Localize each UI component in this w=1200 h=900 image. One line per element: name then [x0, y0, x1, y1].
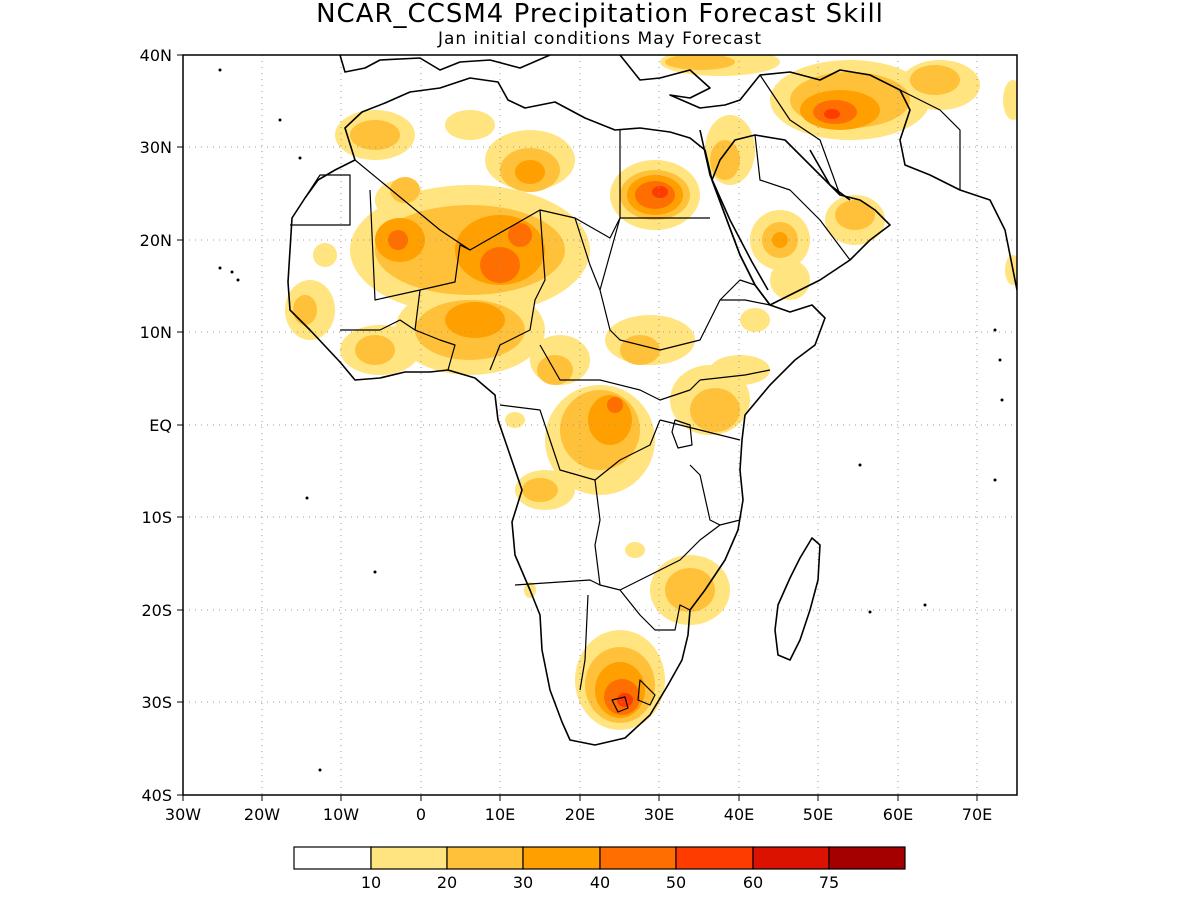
lat-label: 30S	[141, 693, 172, 712]
colorbar-box	[675, 846, 754, 870]
lat-label: 10S	[141, 508, 172, 527]
gridlines	[183, 55, 1017, 795]
lat-label: 10N	[140, 323, 172, 342]
lat-label: 40N	[140, 46, 172, 65]
lat-label: 30N	[140, 138, 172, 157]
lon-label: 30E	[644, 805, 674, 824]
islands	[218, 68, 1004, 772]
colorbar-box	[752, 846, 830, 870]
skill-shading	[285, 55, 1017, 730]
country-borders	[290, 74, 961, 713]
lon-label: 50E	[803, 805, 833, 824]
lon-label: 40E	[724, 805, 754, 824]
lon-label: 10E	[485, 805, 515, 824]
lon-label: 20E	[565, 805, 595, 824]
colorbar-box	[599, 846, 677, 870]
lat-axis: 40N 30N 20N 10N EQ 10S 20S 30S 40S	[140, 46, 183, 805]
colorbar-box	[828, 846, 906, 870]
colorbar: 10 20 30 40 50 60 75	[293, 846, 906, 892]
lon-label: 0	[416, 805, 426, 824]
lon-label: 20W	[244, 805, 280, 824]
lat-label: 40S	[141, 786, 172, 805]
map-subtitle: Jan initial conditions May Forecast	[437, 29, 762, 49]
map-title: NCAR_CCSM4 Precipitation Forecast Skill	[316, 0, 884, 29]
lon-label: 30W	[165, 805, 201, 824]
lon-label: 60E	[883, 805, 913, 824]
colorbar-box	[446, 846, 524, 870]
colorbar-label: 75	[819, 873, 839, 892]
lat-label: 20N	[140, 231, 172, 250]
colorbar-box	[522, 846, 601, 870]
colorbar-label: 10	[361, 873, 381, 892]
colorbar-label: 60	[743, 873, 763, 892]
lat-label: EQ	[149, 416, 172, 435]
lat-label: 20S	[141, 601, 172, 620]
lon-label: 70E	[962, 805, 992, 824]
colorbar-label: 50	[666, 873, 686, 892]
colorbar-label: 20	[437, 873, 457, 892]
coastlines	[287, 55, 1017, 746]
colorbar-label: 30	[513, 873, 533, 892]
lon-label: 10W	[323, 805, 359, 824]
colorbar-box	[370, 846, 448, 870]
lon-axis: 30W 20W 10W 0 10E 20E 30E 40E 50E 60E 70…	[165, 795, 992, 824]
colorbar-label: 40	[590, 873, 610, 892]
colorbar-box	[293, 846, 372, 870]
